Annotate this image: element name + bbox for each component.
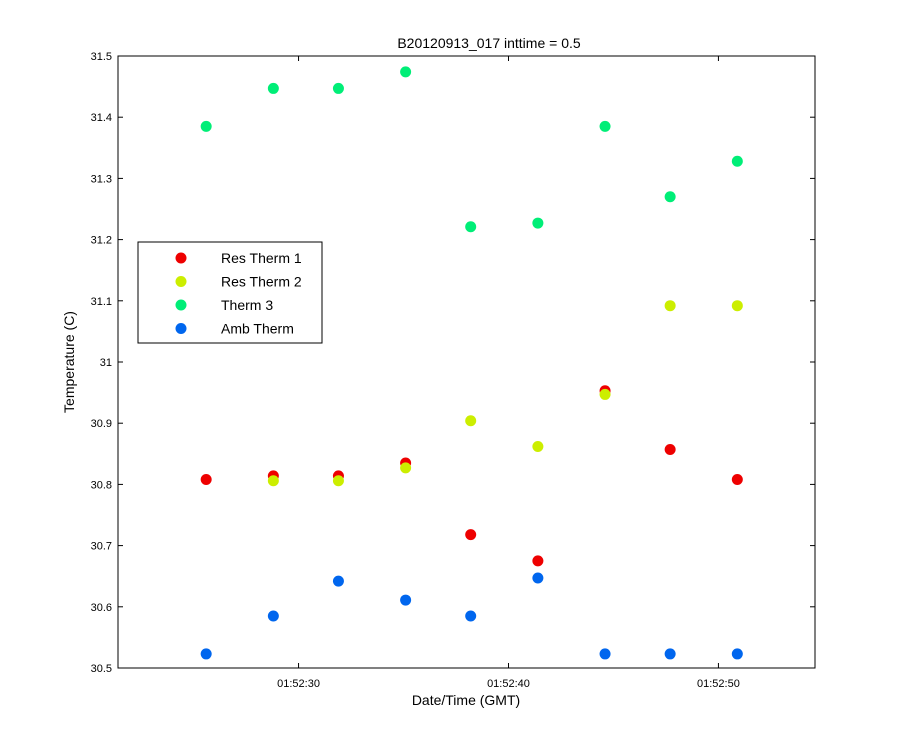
x-tick-label: 01:52:30	[277, 678, 320, 690]
series-res-therm-2	[267, 300, 743, 487]
data-point	[532, 555, 544, 567]
y-tick-label: 31.2	[91, 235, 112, 247]
data-point	[532, 217, 544, 229]
data-point	[599, 388, 611, 400]
legend-label: Amb Therm	[221, 321, 294, 337]
data-point	[332, 575, 344, 587]
x-axis-title: Date/Time (GMT)	[412, 692, 520, 708]
x-tick-label: 01:52:40	[487, 678, 530, 690]
legend-label: Res Therm 2	[221, 274, 302, 290]
data-point	[267, 475, 279, 487]
y-tick-label: 31.3	[91, 173, 112, 185]
y-tick-label: 30.9	[91, 418, 112, 430]
data-point	[400, 594, 412, 606]
y-axis-title: Temperature (C)	[61, 311, 77, 413]
x-axis: 01:52:30 01:52:40 01:52:50	[277, 56, 740, 690]
legend-marker	[175, 323, 187, 334]
data-point	[532, 440, 544, 452]
data-point	[731, 474, 743, 486]
y-tick-label: 30.7	[91, 541, 112, 553]
data-point	[267, 610, 279, 622]
data-point	[664, 648, 676, 660]
y-tick-label: 31	[100, 357, 112, 369]
plot-area	[117, 55, 816, 669]
data-point	[731, 155, 743, 167]
legend-label: Therm 3	[221, 297, 273, 313]
data-point	[664, 444, 676, 456]
x-tick-label: 01:52:50	[697, 678, 740, 690]
data-point	[532, 572, 544, 584]
legend-label: Res Therm 1	[221, 250, 302, 266]
legend: Res Therm 1 Res Therm 2 Therm 3 Amb Therm	[137, 241, 323, 344]
y-tick-label: 31.1	[91, 296, 112, 308]
data-point	[465, 529, 477, 541]
data-points	[200, 66, 743, 660]
data-point	[731, 300, 743, 312]
data-point	[599, 120, 611, 132]
series-therm-3	[200, 66, 743, 233]
legend-marker	[175, 276, 187, 287]
data-point	[267, 82, 279, 94]
legend-marker	[175, 299, 187, 311]
data-point	[200, 120, 212, 132]
data-point	[332, 82, 344, 94]
y-tick-label: 31.5	[91, 51, 112, 63]
data-point	[200, 474, 212, 486]
y-tick-label: 30.8	[91, 479, 112, 491]
y-tick-label: 31.4	[91, 112, 112, 124]
data-point	[664, 300, 676, 312]
data-point	[465, 610, 477, 622]
data-point	[332, 475, 344, 487]
data-point	[465, 221, 477, 233]
legend-marker	[175, 252, 187, 264]
y-tick-label: 30.6	[91, 602, 112, 614]
data-point	[200, 648, 212, 660]
data-point	[400, 66, 412, 78]
data-point	[599, 648, 611, 660]
y-tick-label: 30.5	[91, 663, 112, 675]
data-point	[731, 648, 743, 660]
chart-title: B20120913_017 inttime = 0.5	[397, 35, 581, 51]
data-point	[465, 415, 477, 427]
series-amb-therm	[200, 572, 743, 660]
y-axis: 30.5 30.6 30.7 30.8 30.9 31 31.1 31.2 31.3 31.4 31…	[91, 51, 815, 675]
legend-box	[137, 241, 323, 344]
data-point	[664, 191, 676, 203]
data-point	[400, 462, 412, 474]
